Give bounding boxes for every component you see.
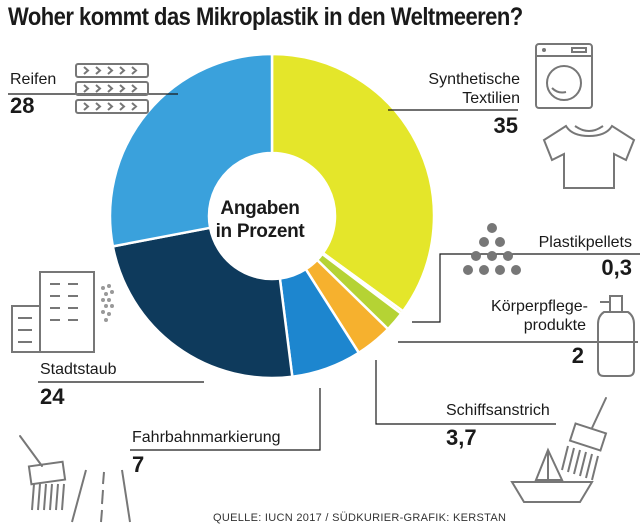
- value-fahrbahnmarkierung: 7: [132, 452, 145, 477]
- label-textilien-line-1: Synthetische: [428, 71, 520, 88]
- value-schiffsanstrich: 3,7: [446, 425, 477, 450]
- road-icon: [71, 469, 131, 523]
- leader-line-plastikpellets: [412, 253, 640, 323]
- spray-bottle-icon: [597, 295, 635, 377]
- donut-hole: [209, 153, 335, 279]
- value-stadtstaub: 24: [40, 384, 65, 409]
- value-plastikpellets: 0,3: [601, 255, 632, 280]
- value-reifen: 28: [10, 93, 35, 118]
- center-label-line-1: Angaben: [220, 198, 300, 219]
- pellets-icon: [463, 223, 521, 275]
- label-koerperpflege-line-2: produkte: [523, 317, 586, 334]
- brush-icon: [19, 435, 67, 511]
- label-stadtstaub: Stadtstaub: [40, 361, 117, 378]
- leader-line-fahrbahn: [130, 388, 321, 451]
- shirt-icon: [542, 124, 636, 189]
- center-label-line-2: in Prozent: [215, 221, 305, 242]
- value-koerperpflege: 2: [571, 343, 584, 368]
- center-label: Angaben in Prozent: [200, 197, 320, 243]
- label-plastikpellets: Plastikpellets: [538, 234, 632, 251]
- source-note: QUELLE: IUCN 2017 / SÜDKURIER-GRAFIK: KE…: [213, 512, 507, 524]
- label-textilien-line-2: Textilien: [462, 90, 520, 107]
- boat-icon: [510, 447, 594, 503]
- label-koerperpflege-line-1: Körperpflege-: [491, 298, 588, 315]
- washing-machine-icon: [535, 43, 593, 109]
- tire-treads-icon: [75, 63, 149, 114]
- city-buildings-icon: [11, 271, 114, 353]
- brush-icon: [561, 397, 608, 481]
- label-fahrbahnmarkierung: Fahrbahnmarkierung: [132, 429, 281, 446]
- leader-line-schiffsanstrich: [375, 360, 556, 425]
- value-textilien: 35: [493, 113, 518, 138]
- chart-title: Woher kommt das Mikroplastik in den Welt…: [8, 3, 523, 31]
- label-reifen: Reifen: [10, 71, 57, 88]
- label-schiffsanstrich: Schiffsanstrich: [446, 402, 550, 419]
